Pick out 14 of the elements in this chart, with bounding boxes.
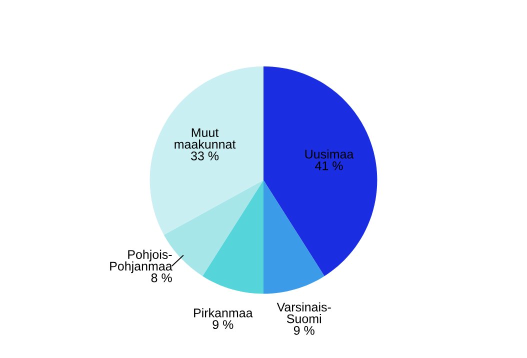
data-label: 9 %: [294, 326, 314, 335]
pie-slice: [202, 180, 264, 294]
slice-label: Pirkanmaa: [194, 308, 253, 318]
slice-label: Varsinais- Suomi: [276, 302, 331, 324]
data-label: 9 %: [212, 320, 234, 330]
pie-slice: [150, 66, 264, 235]
pie-slice: [264, 180, 324, 294]
slice-label: Uusimaa: [305, 149, 354, 159]
data-label: 41 %: [315, 161, 343, 170]
data-label: 8 %: [151, 273, 172, 282]
slice-label: Muut maakunnat: [174, 128, 236, 149]
pie-slice: [264, 66, 378, 276]
slice-label: Pohjois- Pohjanmaa: [110, 250, 172, 274]
data-label: 33 %: [191, 152, 219, 160]
